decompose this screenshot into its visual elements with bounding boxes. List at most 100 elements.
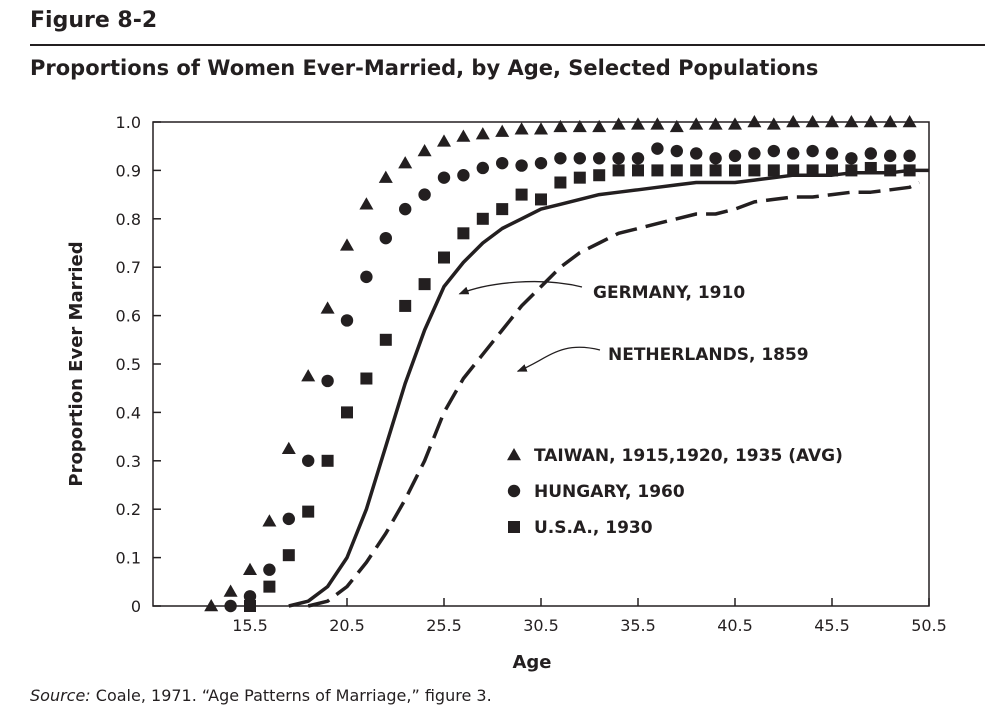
x-tick-label-5: 40.5: [717, 616, 753, 635]
point-hungary-1960-2: [263, 563, 276, 576]
x-tick-label-3: 30.5: [523, 616, 559, 635]
point-hungary-1960-20: [612, 152, 625, 165]
point-taiwan-1915-1920-1935-avg-25: [689, 117, 704, 130]
x-tick-label-7: 50.5: [911, 616, 947, 635]
point-taiwan-1915-1920-1935-avg-12: [437, 134, 451, 147]
annotation-arrow-1: [516, 346, 601, 372]
x-tick-label-6: 45.5: [814, 616, 850, 635]
point-u-s-a-1930-9: [418, 278, 431, 291]
x-tick-label-0: 15.5: [232, 616, 268, 635]
point-hungary-1960-26: [728, 149, 742, 163]
point-hungary-1960-29: [787, 147, 800, 160]
header-rule: [30, 44, 985, 46]
series-hungary-1960: [224, 142, 916, 613]
point-taiwan-1915-1920-1935-avg-19: [572, 119, 587, 133]
point-hungary-1960-24: [690, 147, 703, 160]
y-tick-label-9: 0.9: [116, 161, 141, 180]
legend-label-0: TAIWAN, 1915,1920, 1935 (AVG): [534, 446, 843, 466]
point-u-s-a-1930-5: [341, 406, 353, 419]
source-note: Source: Coale, 1971. “Age Patterns of Ma…: [30, 686, 492, 705]
legend: TAIWAN, 1915,1920, 1935 (AVG) HUNGARY, 19…: [507, 446, 843, 538]
point-taiwan-1915-1920-1935-avg-14: [475, 127, 490, 140]
point-hungary-1960-22: [651, 142, 664, 155]
y-tick-label-1: 0.1: [116, 549, 141, 568]
point-taiwan-1915-1920-1935-avg-22: [631, 117, 645, 130]
point-taiwan-1915-1920-1935-avg-11: [417, 144, 432, 157]
point-u-s-a-1930-25: [729, 164, 741, 177]
point-hungary-1960-12: [457, 169, 470, 182]
point-taiwan-1915-1920-1935-avg-15: [495, 124, 510, 137]
point-u-s-a-1930-14: [515, 188, 528, 201]
annotation-arrow-0: [458, 281, 583, 295]
point-taiwan-1915-1920-1935-avg-26: [708, 117, 723, 130]
point-u-s-a-1930-33: [884, 164, 897, 177]
point-taiwan-1915-1920-1935-avg-5: [301, 369, 316, 382]
x-tick-label-2: 25.5: [426, 616, 462, 635]
point-taiwan-1915-1920-1935-avg-6: [320, 301, 335, 314]
legend-marker-2: [508, 521, 520, 533]
point-taiwan-1915-1920-1935-avg-32: [825, 115, 839, 128]
point-hungary-1960-31: [825, 147, 839, 160]
point-u-s-a-1930-26: [748, 164, 761, 177]
point-hungary-1960-21: [631, 152, 645, 165]
point-hungary-1960-19: [593, 152, 606, 165]
y-tick-label-8: 0.8: [116, 210, 141, 229]
point-taiwan-1915-1920-1935-avg-10: [398, 156, 413, 169]
point-hungary-1960-23: [670, 144, 683, 158]
point-hungary-1960-13: [476, 161, 489, 175]
legend-marker-0: [507, 448, 521, 461]
point-hungary-1960-33: [864, 147, 877, 160]
y-tick-label-4: 0.4: [116, 403, 141, 422]
point-hungary-1960-8: [379, 231, 392, 245]
point-u-s-a-1930-17: [573, 171, 586, 184]
point-u-s-a-1930-15: [535, 193, 547, 206]
series-germany-1910: [288, 168, 929, 608]
point-taiwan-1915-1920-1935-avg-20: [592, 119, 607, 133]
point-hungary-1960-10: [418, 188, 431, 201]
source-text: Coale, 1971. “Age Patterns of Marriage,”…: [90, 686, 492, 705]
point-hungary-1960-32: [845, 152, 858, 165]
source-label: Source:: [30, 686, 91, 705]
point-u-s-a-1930-4: [321, 454, 334, 467]
point-u-s-a-1930-7: [379, 333, 392, 346]
point-u-s-a-1930-21: [651, 164, 664, 177]
y-tick-label-0: 0: [131, 597, 141, 616]
point-taiwan-1915-1920-1935-avg-27: [728, 117, 742, 130]
series-netherlands-1859: [307, 180, 921, 608]
figure-title: Proportions of Women Ever-Married, by Ag…: [30, 56, 819, 80]
series-u-s-a-1930: [244, 161, 916, 612]
point-hungary-1960-5: [321, 374, 334, 388]
y-tick-label-6: 0.6: [116, 307, 141, 326]
line-germany-1910: [288, 168, 929, 608]
point-hungary-1960-11: [437, 171, 451, 184]
point-hungary-1960-1: [243, 590, 257, 603]
point-taiwan-1915-1920-1935-avg-13: [456, 129, 471, 142]
point-hungary-1960-34: [884, 149, 897, 163]
annotation-label-0: GERMANY, 1910: [593, 283, 745, 303]
point-u-s-a-1930-27: [767, 164, 780, 177]
point-u-s-a-1930-10: [438, 251, 450, 264]
point-taiwan-1915-1920-1935-avg-34: [863, 115, 878, 128]
point-hungary-1960-6: [340, 314, 354, 327]
point-taiwan-1915-1920-1935-avg-4: [281, 441, 296, 454]
x-tick-label-1: 20.5: [329, 616, 365, 635]
point-hungary-1960-9: [399, 202, 412, 216]
axes: 0 0.1 0.2 0.3 0.4 0.5 0.6 0.7 0.8 0.9 1.0 15.5 20.5 2…: [116, 113, 947, 635]
point-u-s-a-1930-13: [496, 203, 509, 216]
point-taiwan-1915-1920-1935-avg-16: [514, 122, 529, 135]
point-taiwan-1915-1920-1935-avg-29: [766, 117, 781, 130]
point-u-s-a-1930-3: [302, 505, 315, 518]
point-hungary-1960-27: [748, 147, 761, 160]
point-hungary-1960-17: [554, 152, 567, 165]
point-u-s-a-1930-12: [476, 212, 489, 225]
point-hungary-1960-16: [534, 156, 548, 170]
point-hungary-1960-28: [767, 144, 780, 158]
point-u-s-a-1930-22: [670, 164, 683, 177]
y-tick-label-2: 0.2: [116, 500, 141, 519]
point-taiwan-1915-1920-1935-avg-0: [204, 599, 219, 612]
y-tick-label-3: 0.3: [116, 452, 141, 471]
point-taiwan-1915-1920-1935-avg-28: [747, 115, 762, 128]
point-u-s-a-1930-6: [360, 372, 373, 385]
point-u-s-a-1930-1: [263, 580, 276, 593]
point-u-s-a-1930-19: [612, 164, 625, 177]
